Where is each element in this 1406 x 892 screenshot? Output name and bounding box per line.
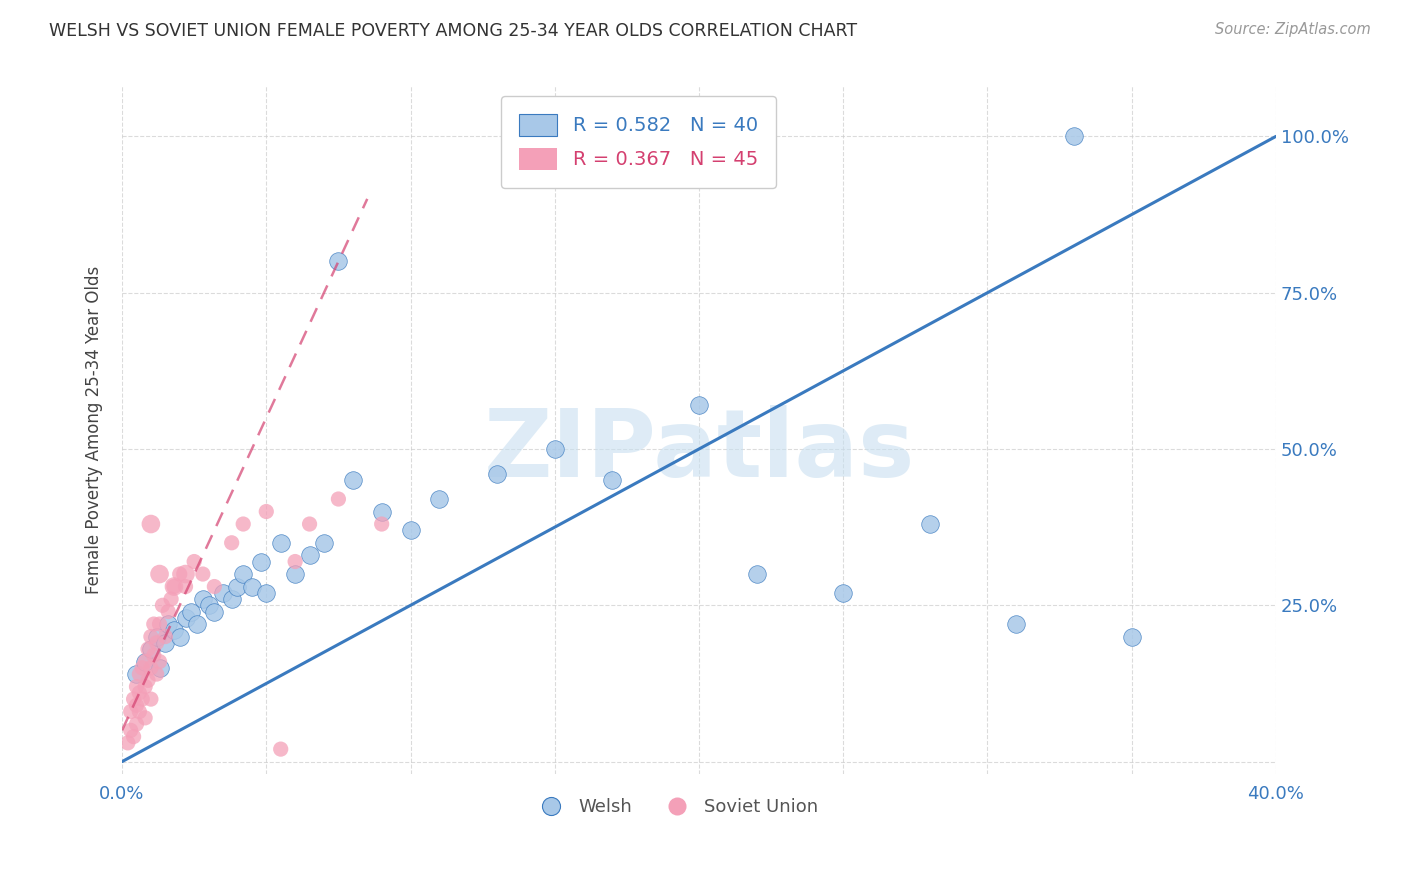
- Point: [486, 467, 509, 481]
- Legend: Welsh, Soviet Union: Welsh, Soviet Union: [526, 791, 825, 823]
- Point: [134, 655, 156, 669]
- Point: [399, 523, 422, 537]
- Point: [169, 630, 191, 644]
- Point: [148, 617, 170, 632]
- Point: [136, 642, 159, 657]
- Point: [191, 592, 214, 607]
- Point: [163, 624, 186, 638]
- Point: [602, 473, 624, 487]
- Point: [221, 592, 243, 607]
- Point: [544, 442, 567, 456]
- Point: [125, 680, 148, 694]
- Point: [117, 736, 139, 750]
- Point: [180, 605, 202, 619]
- Point: [232, 567, 254, 582]
- Point: [1121, 630, 1143, 644]
- Point: [163, 580, 186, 594]
- Point: [298, 549, 321, 563]
- Point: [142, 617, 165, 632]
- Point: [160, 592, 183, 607]
- Point: [312, 536, 335, 550]
- Point: [745, 567, 768, 582]
- Point: [125, 717, 148, 731]
- Point: [197, 599, 219, 613]
- Point: [232, 516, 254, 531]
- Point: [134, 711, 156, 725]
- Point: [148, 655, 170, 669]
- Point: [298, 516, 321, 531]
- Point: [125, 698, 148, 713]
- Point: [148, 567, 170, 582]
- Point: [120, 705, 142, 719]
- Point: [136, 673, 159, 688]
- Point: [155, 636, 177, 650]
- Point: [157, 617, 180, 632]
- Point: [270, 742, 292, 756]
- Point: [128, 686, 150, 700]
- Text: WELSH VS SOVIET UNION FEMALE POVERTY AMONG 25-34 YEAR OLDS CORRELATION CHART: WELSH VS SOVIET UNION FEMALE POVERTY AMO…: [49, 22, 858, 40]
- Point: [157, 605, 180, 619]
- Point: [174, 567, 197, 582]
- Point: [134, 680, 156, 694]
- Point: [145, 667, 167, 681]
- Point: [342, 473, 364, 487]
- Point: [122, 692, 145, 706]
- Y-axis label: Female Poverty Among 25-34 Year Olds: Female Poverty Among 25-34 Year Olds: [86, 266, 103, 594]
- Point: [202, 580, 225, 594]
- Point: [139, 516, 162, 531]
- Point: [212, 586, 235, 600]
- Point: [152, 599, 174, 613]
- Point: [918, 516, 941, 531]
- Point: [128, 667, 150, 681]
- Point: [139, 630, 162, 644]
- Point: [284, 567, 307, 582]
- Point: [688, 398, 710, 412]
- Point: [148, 661, 170, 675]
- Point: [183, 555, 205, 569]
- Point: [131, 692, 153, 706]
- Point: [328, 254, 350, 268]
- Point: [202, 605, 225, 619]
- Point: [174, 611, 197, 625]
- Point: [139, 661, 162, 675]
- Point: [169, 567, 191, 582]
- Point: [142, 648, 165, 663]
- Point: [328, 491, 350, 506]
- Point: [254, 586, 277, 600]
- Point: [174, 580, 197, 594]
- Point: [139, 642, 162, 657]
- Point: [120, 723, 142, 738]
- Point: [284, 555, 307, 569]
- Point: [226, 580, 249, 594]
- Point: [122, 730, 145, 744]
- Point: [1063, 129, 1085, 144]
- Text: ZIPatlas: ZIPatlas: [484, 405, 915, 497]
- Point: [270, 536, 292, 550]
- Point: [139, 692, 162, 706]
- Point: [1005, 617, 1028, 632]
- Point: [163, 580, 186, 594]
- Point: [191, 567, 214, 582]
- Point: [240, 580, 263, 594]
- Point: [134, 655, 156, 669]
- Point: [155, 630, 177, 644]
- Point: [145, 636, 167, 650]
- Point: [221, 536, 243, 550]
- Point: [131, 661, 153, 675]
- Point: [125, 667, 148, 681]
- Point: [370, 504, 392, 518]
- Point: [186, 617, 208, 632]
- Point: [832, 586, 855, 600]
- Point: [249, 555, 271, 569]
- Point: [128, 705, 150, 719]
- Point: [145, 630, 167, 644]
- Point: [370, 516, 392, 531]
- Point: [427, 491, 450, 506]
- Text: Source: ZipAtlas.com: Source: ZipAtlas.com: [1215, 22, 1371, 37]
- Point: [254, 504, 277, 518]
